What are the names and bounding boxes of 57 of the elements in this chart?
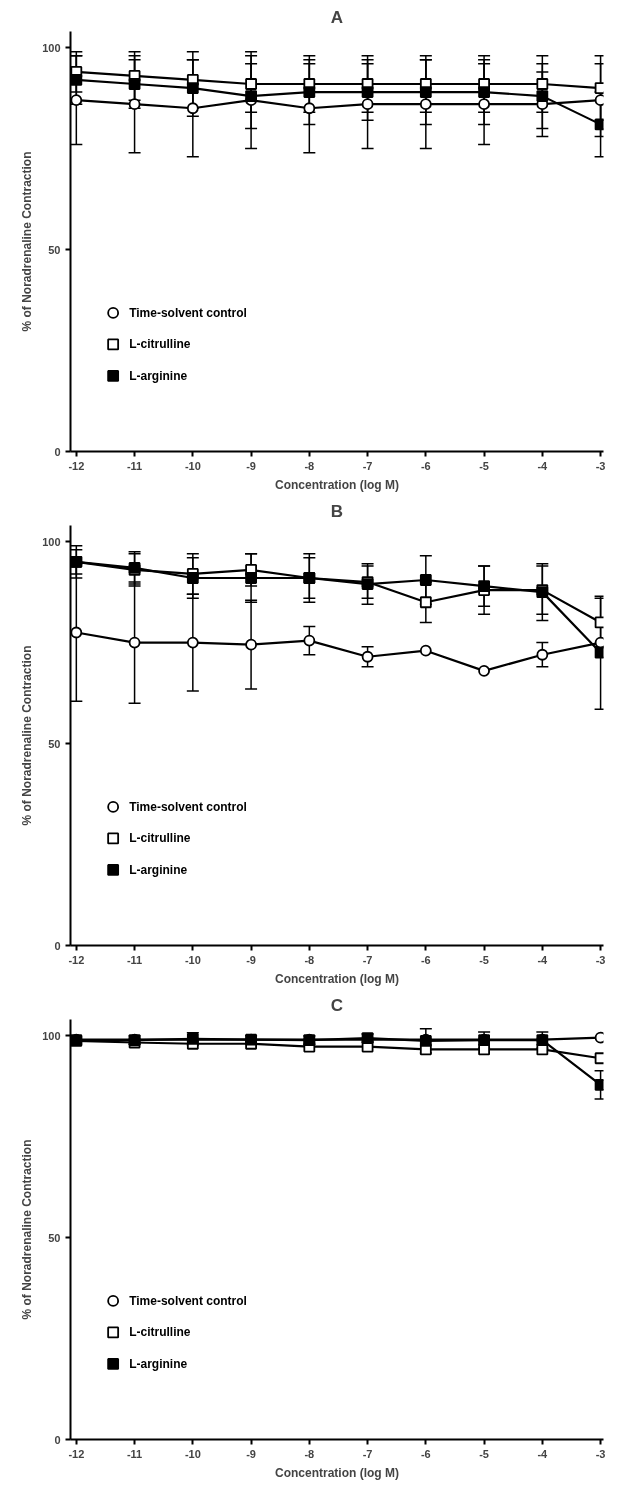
- y-tick-label: 100: [42, 535, 61, 548]
- y-tick-label: 50: [48, 1231, 61, 1244]
- x-tick-label: -3: [595, 459, 606, 472]
- x-tick-label: -5: [479, 459, 489, 472]
- x-tick-label: -5: [479, 1447, 489, 1460]
- chart-title: A: [330, 7, 344, 27]
- x-tick-label: -10: [184, 953, 201, 966]
- x-tick-label: -4: [537, 1447, 549, 1460]
- x-tick-label: -6: [420, 953, 431, 966]
- chart-title: B: [330, 501, 344, 521]
- x-tick-label: -3: [595, 953, 606, 966]
- x-tick-label: -12: [68, 953, 85, 966]
- legend-label: L-citrulline: [129, 831, 191, 846]
- x-tick-label: -12: [68, 459, 85, 472]
- x-tick-label: -4: [537, 953, 549, 966]
- x-tick-label: -10: [184, 459, 201, 472]
- legend-label: L-arginine: [129, 1356, 188, 1371]
- legend-label: Time-solvent control: [129, 1293, 247, 1308]
- y-tick-label: 50: [48, 737, 61, 750]
- x-tick-label: -11: [126, 459, 143, 472]
- y-tick-label: 100: [42, 1029, 61, 1042]
- legend-label: L-arginine: [129, 862, 188, 877]
- x-tick-label: -7: [362, 1447, 373, 1460]
- chart-title: C: [330, 995, 344, 1015]
- x-tick-label: -8: [304, 459, 315, 472]
- y-tick-label: 100: [42, 41, 61, 54]
- x-tick-label: -5: [479, 953, 489, 966]
- legend-label: Time-solvent control: [129, 305, 247, 320]
- x-tick-label: -4: [537, 459, 549, 472]
- x-axis-title: Concentration (log M): [275, 971, 399, 986]
- x-tick-label: -11: [126, 1447, 143, 1460]
- x-tick-label: -9: [246, 953, 256, 966]
- x-tick-label: -6: [420, 459, 431, 472]
- x-tick-label: -9: [246, 459, 256, 472]
- x-tick-label: -6: [420, 1447, 431, 1460]
- y-tick-label: 0: [54, 445, 61, 458]
- y-axis-title: % of Noradrenaline Contraction: [20, 151, 35, 332]
- x-tick-label: -11: [126, 953, 143, 966]
- x-tick-label: -9: [246, 1447, 256, 1460]
- legend-label: L-citrulline: [129, 1325, 191, 1340]
- x-tick-label: -8: [304, 953, 315, 966]
- x-tick-label: -10: [184, 1447, 201, 1460]
- y-tick-label: 50: [48, 243, 61, 256]
- x-axis-title: Concentration (log M): [275, 477, 399, 492]
- legend-label: Time-solvent control: [129, 799, 247, 814]
- x-tick-label: -12: [68, 1447, 85, 1460]
- legend-label: L-citrulline: [129, 337, 191, 352]
- x-tick-label: -7: [362, 459, 373, 472]
- y-tick-label: 0: [54, 1433, 61, 1446]
- y-axis-title: % of Noradrenaline Contraction: [20, 1139, 35, 1320]
- x-tick-label: -8: [304, 1447, 315, 1460]
- legend-label: L-arginine: [129, 368, 188, 383]
- x-axis-title: Concentration (log M): [275, 1465, 399, 1480]
- y-axis-title: % of Noradrenaline Contraction: [20, 645, 35, 826]
- x-tick-label: -3: [595, 1447, 606, 1460]
- y-tick-label: 0: [54, 939, 61, 952]
- x-tick-label: -7: [362, 953, 373, 966]
